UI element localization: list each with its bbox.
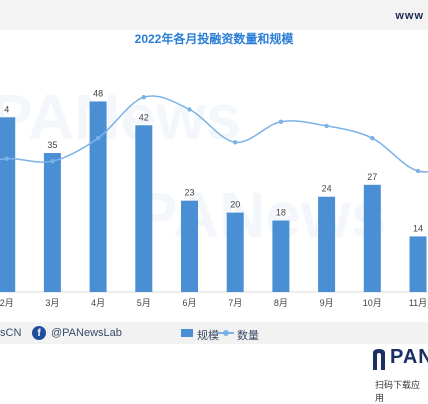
bar-value-label-7: 20 bbox=[230, 200, 240, 210]
logo-icon bbox=[373, 349, 385, 370]
x-tick-label-7: 7月 bbox=[228, 298, 242, 308]
bar-5 bbox=[135, 125, 153, 292]
line-point-2 bbox=[4, 156, 9, 161]
bar-value-label-9: 24 bbox=[322, 184, 332, 194]
line-point-5 bbox=[141, 95, 146, 100]
bar-3 bbox=[43, 153, 61, 292]
x-tick-label-6: 6月 bbox=[182, 298, 196, 308]
bar-value-label-3: 35 bbox=[47, 140, 57, 150]
x-tick-label-3: 3月 bbox=[45, 298, 59, 308]
bar-value-label-5: 42 bbox=[139, 112, 149, 122]
bar-2 bbox=[0, 117, 16, 292]
footer-bar: sCN @PANewsLab 规模 数量 bbox=[0, 322, 428, 344]
legend-bar-label: 规模 bbox=[197, 330, 219, 342]
logo-tagline: 扫码下载应用 bbox=[375, 380, 421, 403]
site-url[interactable]: www bbox=[395, 10, 424, 22]
x-tick-label-9: 9月 bbox=[320, 298, 334, 308]
line-point-11 bbox=[415, 168, 421, 174]
x-tick-label-5: 5月 bbox=[137, 298, 151, 308]
line-point-3 bbox=[50, 158, 55, 164]
bar-value-label-6: 23 bbox=[184, 188, 194, 198]
bar-value-label-10: 27 bbox=[367, 172, 377, 182]
bar-value-label-8: 18 bbox=[276, 208, 286, 218]
bar-4 bbox=[89, 101, 107, 292]
bar-value-label-11: 14 bbox=[413, 223, 423, 233]
x-tick-label-4: 4月 bbox=[91, 298, 105, 308]
bar-8 bbox=[272, 220, 290, 292]
line-series-quantity bbox=[0, 95, 428, 173]
x-tick-label-10: 10月 bbox=[363, 298, 382, 308]
x-tick-label-11: 11月 bbox=[409, 298, 427, 308]
header-band bbox=[0, 0, 428, 30]
bar-7 bbox=[226, 212, 244, 292]
chart-title: 2022年各月投融资数量和规模 bbox=[134, 32, 294, 46]
line-point-7 bbox=[233, 140, 238, 145]
legend-bar-swatch bbox=[181, 329, 193, 337]
line-point-8 bbox=[278, 119, 284, 125]
bar-10 bbox=[363, 184, 381, 292]
line-point-4 bbox=[95, 136, 101, 141]
legend-line-dot bbox=[223, 330, 229, 336]
facebook-icon[interactable]: f bbox=[32, 326, 46, 340]
x-tick-label-2: 2月 bbox=[0, 298, 14, 308]
facebook-handle[interactable]: @PANewsLab bbox=[51, 327, 122, 339]
legend-line-label: 数量 bbox=[237, 330, 259, 342]
logo-wordmark: PAN bbox=[390, 346, 428, 368]
chart-area: 1月42月353月484月425月236月207月188月249月2710月14… bbox=[0, 88, 428, 308]
footer-left-handle: sCN bbox=[0, 327, 22, 339]
bar-value-label-2: 4 bbox=[4, 104, 9, 114]
x-tick-label-8: 8月 bbox=[274, 298, 288, 308]
bar-9 bbox=[318, 196, 336, 292]
bar-value-label-4: 48 bbox=[93, 88, 103, 98]
line-point-10 bbox=[370, 136, 375, 141]
line-point-9 bbox=[324, 123, 329, 129]
bar-6 bbox=[181, 200, 198, 292]
line-point-6 bbox=[187, 107, 192, 112]
bar-11 bbox=[409, 236, 427, 292]
